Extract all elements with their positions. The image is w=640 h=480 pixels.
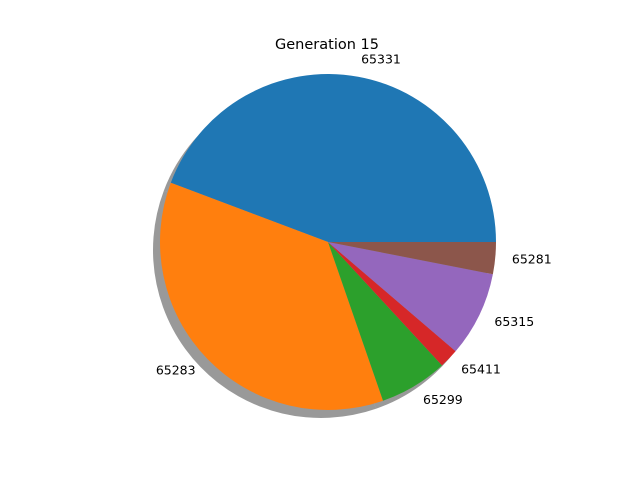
pie-slice-65331: [170, 73, 497, 242]
slice-label-65331: 65331: [361, 52, 401, 67]
pie-slice-65299: [328, 242, 442, 401]
pie-slice-65283: [159, 182, 384, 411]
pie-slice-65315: [328, 242, 493, 352]
pie-labels: 65331 65283 65299 65411 65315 65281: [156, 52, 552, 407]
slice-label-65411: 65411: [461, 362, 501, 377]
slice-label-65299: 65299: [423, 392, 463, 407]
pie-slice-65411: [328, 242, 456, 366]
chart-title: Generation 15: [275, 37, 379, 53]
pie-slice-65281: [328, 242, 496, 275]
slice-label-65283: 65283: [156, 362, 196, 377]
pie-slices: [159, 73, 497, 411]
slice-label-65315: 65315: [494, 314, 534, 329]
slice-label-65281: 65281: [512, 251, 552, 266]
